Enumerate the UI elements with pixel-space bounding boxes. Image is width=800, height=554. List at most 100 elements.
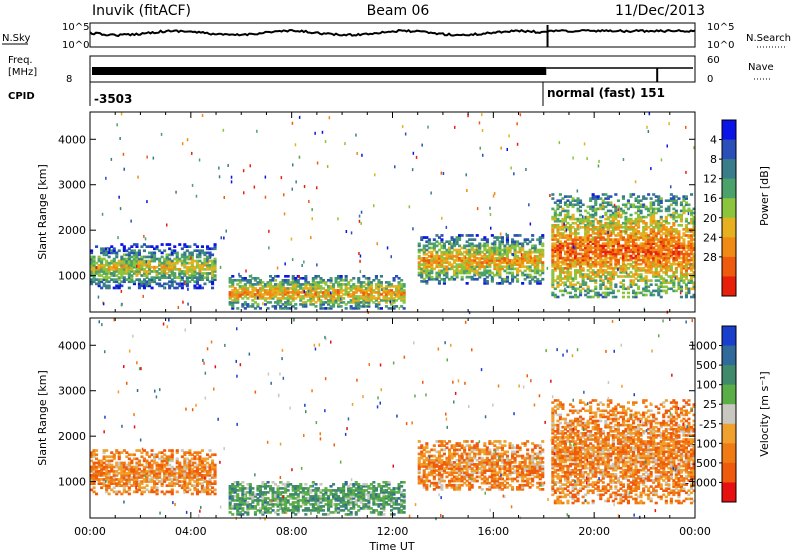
data-cell (180, 247, 184, 251)
data-cell (334, 293, 338, 296)
data-cell (349, 289, 353, 292)
data-cell (163, 480, 167, 483)
data-cell (158, 282, 162, 286)
data-cell (649, 293, 653, 297)
data-cell (654, 195, 658, 198)
data-cell (339, 285, 343, 288)
data-cell (505, 271, 509, 275)
data-cell (538, 242, 542, 246)
data-cell (417, 248, 421, 252)
data-cell (352, 307, 356, 310)
data-cell (687, 203, 691, 207)
data-cell (105, 488, 109, 492)
speckle-cell (298, 155, 301, 159)
data-cell (327, 279, 331, 282)
data-cell (125, 467, 129, 471)
speckle-cell (328, 116, 331, 120)
data-cell (92, 276, 96, 279)
data-cell (611, 219, 615, 223)
data-cell (253, 289, 257, 292)
data-cell (495, 271, 499, 275)
data-cell (677, 246, 681, 250)
data-cell (170, 268, 174, 271)
data-cell (637, 244, 641, 248)
data-cell (107, 478, 111, 481)
data-cell (594, 228, 598, 231)
data-cell (624, 246, 628, 250)
data-cell (569, 246, 573, 250)
speckle-cell (262, 302, 264, 306)
data-cell (684, 260, 688, 264)
data-cell (659, 248, 663, 252)
speckle-cell (308, 200, 310, 203)
data-cell (198, 478, 202, 481)
data-cell (369, 297, 373, 300)
data-cell (140, 274, 144, 277)
data-cell (538, 238, 542, 241)
data-cell (672, 260, 676, 264)
data-cell (629, 279, 633, 282)
data-cell (561, 232, 565, 235)
data-cell (551, 256, 555, 260)
speckle-cell (516, 142, 519, 146)
data-cell (120, 270, 124, 273)
data-cell (566, 199, 570, 202)
data-cell (301, 289, 305, 292)
data-cell (516, 242, 520, 246)
speckle-cell (119, 137, 121, 140)
data-cell (674, 232, 678, 235)
data-cell (211, 278, 215, 281)
data-cell (606, 234, 610, 237)
data-cell (684, 197, 688, 200)
data-cell (296, 291, 300, 294)
data-cell (528, 269, 532, 273)
data-cell (659, 240, 663, 243)
data-cell (579, 283, 583, 286)
data-cell (498, 271, 502, 275)
data-cell (241, 507, 245, 510)
data-cell (460, 267, 464, 271)
data-cell (649, 201, 653, 204)
data-cell (569, 271, 573, 274)
speckle-cell (225, 229, 227, 233)
data-cell (500, 261, 504, 264)
data-cell (606, 226, 610, 229)
data-cell (253, 287, 257, 290)
data-cell (576, 238, 580, 241)
speckle-cell (404, 132, 407, 136)
data-cell (579, 293, 583, 297)
data-cell (490, 280, 494, 283)
data-cell (97, 459, 101, 463)
data-cell (163, 449, 167, 452)
data-cell (526, 257, 530, 260)
data-cell (684, 265, 688, 268)
data-cell (339, 287, 343, 290)
data-cell (145, 255, 149, 259)
data-cell (173, 280, 177, 284)
data-cell (594, 285, 598, 289)
data-cell (654, 267, 658, 270)
data-cell (390, 283, 394, 286)
data-cell (175, 480, 179, 483)
data-cell (112, 247, 116, 251)
data-cell (344, 287, 348, 290)
data-cell (362, 275, 366, 278)
data-cell (137, 463, 141, 467)
data-cell (672, 234, 676, 237)
data-cell (619, 232, 623, 235)
data-cell (142, 259, 146, 263)
data-cell (332, 305, 336, 308)
data-cell (460, 246, 464, 250)
data-cell (165, 476, 169, 479)
data-cell (142, 255, 146, 259)
speckle-cell (466, 189, 468, 192)
speckle-cell (693, 146, 695, 150)
data-cell (142, 480, 146, 483)
data-cell (561, 258, 565, 262)
data-cell (112, 251, 116, 255)
data-cell (654, 262, 658, 266)
data-cell (556, 234, 560, 237)
data-cell (692, 256, 696, 260)
data-cell (271, 293, 275, 296)
data-cell (369, 295, 373, 298)
